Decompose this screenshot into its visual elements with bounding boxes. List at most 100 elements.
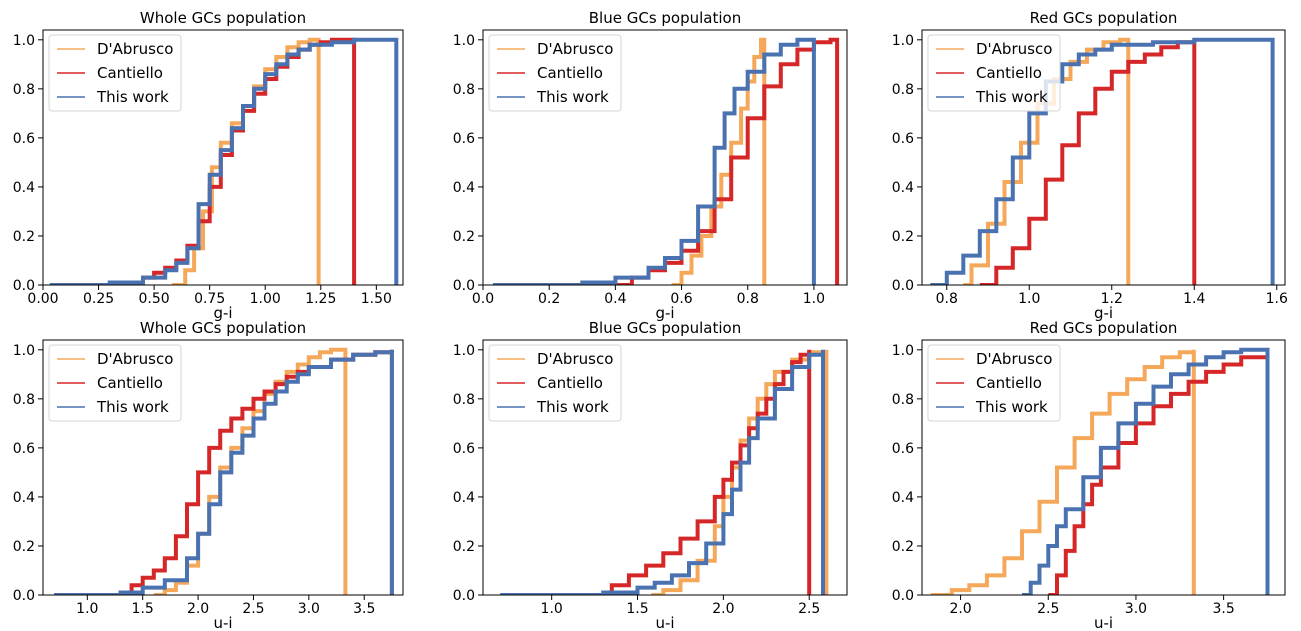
legend-label-this-work: This work — [975, 398, 1048, 416]
y-tick-label: 1.0 — [892, 343, 914, 359]
chart-title: Red GCs population — [1030, 9, 1178, 27]
x-axis-label: g-i — [213, 304, 232, 322]
axes-frame — [482, 339, 848, 596]
y-tick-label: 0.0 — [892, 278, 914, 294]
x-tick-label: 2.0 — [712, 601, 734, 617]
legend: D'Abrusco Cantiello This work — [927, 34, 1061, 112]
x-tick-label: 0.4 — [604, 291, 626, 307]
legend-label-this-work: This work — [96, 88, 169, 106]
chart-title: Blue GCs population — [589, 319, 741, 337]
y-tick-label: 0.8 — [13, 82, 35, 98]
legend-box — [927, 34, 1061, 112]
y-tick-label: 0.6 — [453, 441, 475, 457]
chart-title: Red GCs population — [1030, 319, 1178, 337]
x-tick-label: 0.8 — [737, 291, 759, 307]
x-axis-label: g-i — [1094, 304, 1113, 322]
y-tick-label: 0.4 — [453, 490, 475, 506]
legend-label-cantiello: Cantiello — [976, 374, 1042, 392]
legend-label-cantiello: Cantiello — [97, 374, 163, 392]
series-group — [54, 347, 394, 595]
x-axis-label: g-i — [655, 304, 674, 322]
series-line-dabrusco — [153, 347, 348, 595]
y-tick-label: 0.6 — [13, 131, 35, 147]
legend-label-cantiello: Cantiello — [537, 374, 603, 392]
legend-label-cantiello: Cantiello — [97, 64, 163, 82]
series-line-dabrusco — [651, 349, 829, 595]
legend: D'Abrusco Cantiello This work — [927, 344, 1061, 422]
legend-box — [48, 34, 182, 112]
chart-panel-4: Whole GCs population 1.0 1.5 2.0 2.5 3.0 3.5 0.… — [13, 319, 404, 631]
legend: D'Abrusco Cantiello This work — [488, 34, 622, 112]
y-tick-label: 0.4 — [453, 180, 475, 196]
x-tick-label: 0.8 — [936, 291, 958, 307]
legend-box — [48, 344, 182, 422]
series-line-dabrusco — [930, 349, 1196, 595]
x-tick-label: 0.50 — [139, 291, 170, 307]
x-tick-label: 1.5 — [132, 601, 154, 617]
legend: D'Abrusco Cantiello This work — [48, 344, 182, 422]
chart-title: Whole GCs population — [140, 319, 306, 337]
y-tick-label: 0.2 — [453, 229, 475, 245]
legend-label-this-work: This work — [536, 88, 609, 106]
y-tick-label: 0.4 — [13, 490, 35, 506]
legend-label-this-work: This work — [536, 398, 609, 416]
y-tick-label: 1.0 — [892, 33, 914, 49]
x-tick-label: 0.2 — [538, 291, 560, 307]
series-line-cantiello — [615, 37, 840, 285]
x-tick-label: 2.5 — [242, 601, 264, 617]
x-tick-label: 0.6 — [670, 291, 692, 307]
y-tick-label: 0.8 — [453, 82, 475, 98]
legend-box — [488, 34, 622, 112]
series-line-cantiello — [979, 39, 1197, 285]
chart-title: Blue GCs population — [589, 9, 741, 27]
legend-label-dabrusco: D'Abrusco — [97, 350, 173, 368]
chart-title: Whole GCs population — [140, 9, 306, 27]
y-tick-label: 0.0 — [892, 588, 914, 604]
series-group — [49, 37, 399, 285]
y-tick-label: 0.0 — [453, 278, 475, 294]
series-line-this-work — [49, 37, 399, 285]
y-tick-label: 1.0 — [13, 33, 35, 49]
y-tick-label: 0.2 — [892, 229, 914, 245]
y-tick-label: 0.2 — [453, 539, 475, 555]
x-tick-label: 0.75 — [194, 291, 225, 307]
series-line-cantiello — [594, 349, 812, 595]
x-tick-label: 1.00 — [250, 291, 281, 307]
series-line-dabrusco — [671, 37, 767, 285]
y-tick-label: 1.0 — [13, 343, 35, 359]
legend-label-dabrusco: D'Abrusco — [537, 350, 613, 368]
x-tick-label: 2.0 — [187, 601, 209, 617]
y-tick-label: 0.0 — [13, 278, 35, 294]
y-tick-label: 0.4 — [892, 490, 914, 506]
x-axis-label: u-i — [655, 614, 674, 631]
legend: D'Abrusco Cantiello This work — [488, 344, 622, 422]
x-axis-label: u-i — [213, 614, 232, 631]
chart-panel-5: Blue GCs population 1.0 1.5 2.0 2.5 0.0 0.2 0.4… — [453, 319, 848, 631]
x-tick-label: 1.4 — [1183, 291, 1205, 307]
x-tick-label: 1.5 — [626, 601, 648, 617]
y-tick-label: 0.8 — [453, 392, 475, 408]
axes-frame — [921, 29, 1286, 286]
legend-label-dabrusco: D'Abrusco — [976, 40, 1052, 58]
y-tick-label: 1.0 — [453, 33, 475, 49]
chart-panel-6: Red GCs population 2.0 2.5 3.0 3.5 0.0 0.2 0.4 0… — [892, 319, 1286, 631]
x-tick-label: 3.0 — [1125, 601, 1147, 617]
y-tick-label: 0.8 — [13, 392, 35, 408]
series-group — [500, 349, 829, 595]
series-line-this-work — [492, 37, 816, 285]
x-tick-label: 2.0 — [949, 601, 971, 617]
y-tick-label: 0.0 — [453, 588, 475, 604]
x-tick-label: 1.0 — [1018, 291, 1040, 307]
y-tick-label: 0.2 — [13, 229, 35, 245]
y-tick-label: 0.0 — [13, 588, 35, 604]
legend-label-cantiello: Cantiello — [976, 64, 1042, 82]
x-tick-label: 1.50 — [361, 291, 392, 307]
legend-label-this-work: This work — [975, 88, 1048, 106]
series-line-this-work — [1022, 347, 1270, 595]
x-axis-label: u-i — [1094, 614, 1113, 631]
axes-frame — [921, 339, 1286, 596]
legend-label-this-work: This work — [96, 398, 169, 416]
legend-label-cantiello: Cantiello — [537, 64, 603, 82]
legend-label-dabrusco: D'Abrusco — [537, 40, 613, 58]
series-line-cantiello — [1048, 349, 1270, 595]
